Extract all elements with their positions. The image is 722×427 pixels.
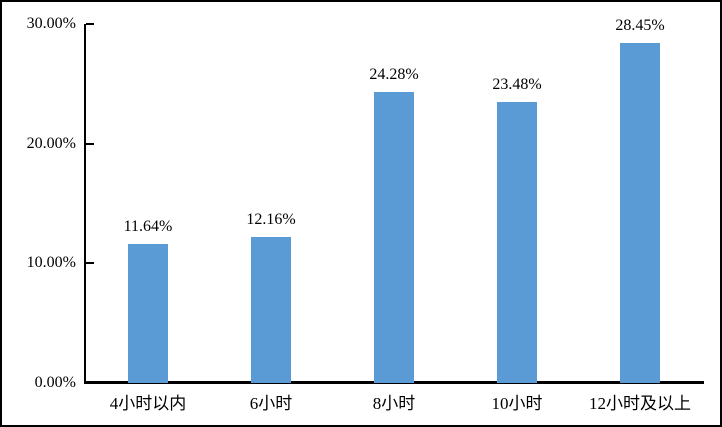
bar-3 [374,92,414,383]
x-category-label: 6小时 [249,394,293,413]
x-category-label: 4小时以内 [109,394,187,413]
y-axis-tick [86,262,94,264]
bar-5 [620,43,660,383]
x-category-label: 12小时及以上 [589,394,691,413]
x-category-label: 10小时 [491,394,543,413]
bar-2 [251,237,291,383]
bar-1 [128,244,168,383]
bar-value-label: 12.16% [246,211,296,228]
y-axis-tick-label: 10.00% [26,254,76,271]
bar-4 [497,102,537,383]
y-axis-tick-label: 30.00% [26,15,76,32]
y-axis-line [84,24,86,383]
bar-value-label: 28.45% [615,17,665,34]
y-axis-tick-label: 0.00% [34,374,76,391]
bar-value-label: 24.28% [369,66,419,83]
x-category-label: 8小时 [372,394,416,413]
y-axis-tick-label: 20.00% [26,135,76,152]
bar-value-label: 11.64% [123,218,173,235]
y-axis-tick [86,23,94,25]
y-axis-tick [86,143,94,145]
bar-value-label: 23.48% [492,76,542,93]
